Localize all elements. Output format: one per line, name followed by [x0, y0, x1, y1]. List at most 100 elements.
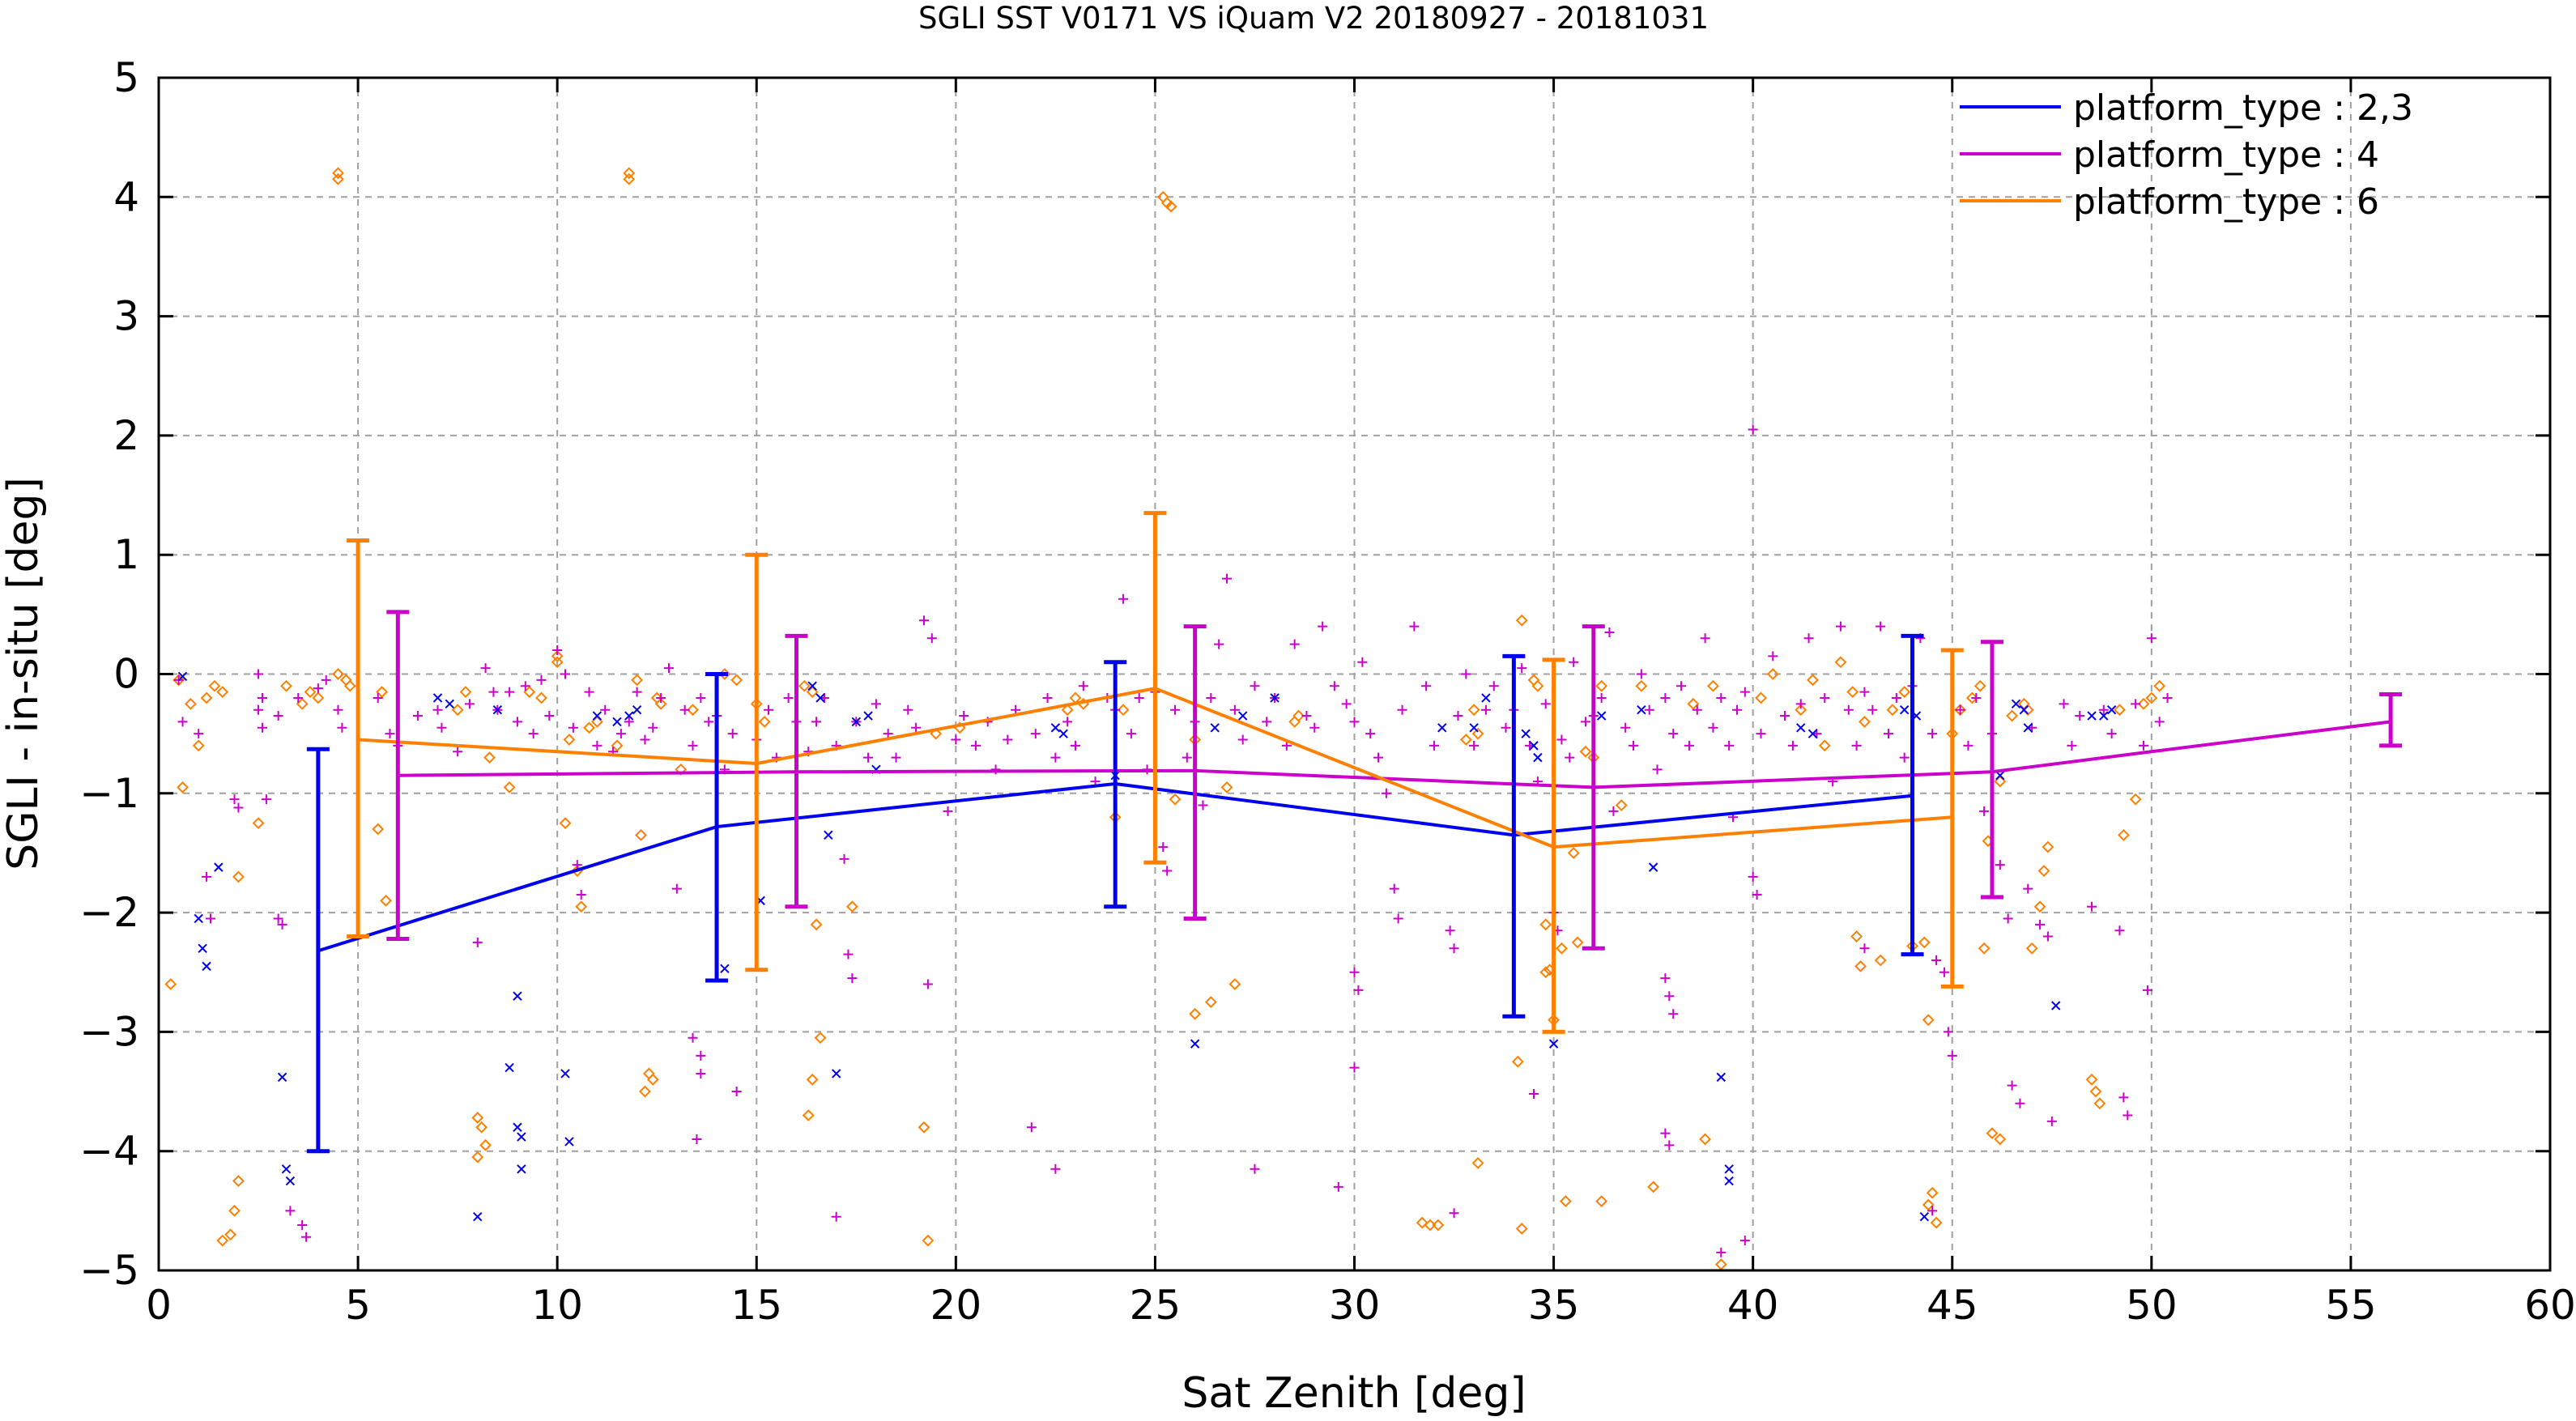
point-type-4: [576, 890, 586, 900]
point-type-2-3: [592, 711, 602, 721]
point-type-6: [1432, 1219, 1445, 1232]
point-type-2-3: [473, 1212, 483, 1222]
point-type-4: [1668, 729, 1679, 739]
point-type-6: [1766, 668, 1779, 680]
point-type-4: [1947, 1050, 1957, 1061]
point-type-4: [839, 853, 849, 864]
point-type-6: [810, 918, 823, 931]
point-type-2-3: [1437, 723, 1447, 733]
point-type-4: [911, 722, 922, 733]
point-type-4: [1449, 943, 1459, 954]
chart-title: SGLI SST V0171 VS iQuam V2 20180927 - 20…: [918, 1, 1709, 36]
point-type-6: [483, 751, 496, 764]
point-type-6: [1539, 966, 1552, 979]
point-type-4: [1569, 657, 1579, 667]
point-type-4: [177, 717, 188, 727]
point-type-2-3: [560, 1069, 570, 1079]
y-tick-label: −4: [79, 1128, 139, 1175]
point-type-4: [512, 717, 522, 727]
error-bar-series-2: [347, 538, 370, 939]
point-type-6: [1699, 1133, 1712, 1146]
point-type-6: [845, 900, 858, 913]
point-type-6: [192, 739, 205, 752]
point-type-4: [688, 740, 698, 751]
point-type-6: [1687, 697, 1700, 710]
point-type-4: [1357, 657, 1368, 667]
point-type-2-3: [1796, 723, 1806, 733]
point-type-6: [1755, 691, 1767, 704]
point-type-6: [1228, 978, 1241, 990]
point-type-4: [688, 1032, 698, 1043]
point-type-6: [814, 1032, 827, 1044]
point-type-6: [304, 686, 317, 699]
point-type-4: [229, 794, 240, 805]
grid: [159, 78, 2550, 1270]
point-type-4: [1229, 704, 1240, 715]
point-type-4: [1134, 692, 1144, 703]
point-type-4: [696, 1068, 706, 1079]
point-type-4: [1867, 704, 1878, 715]
axis-ticks: [157, 76, 2552, 1272]
point-type-6: [1531, 679, 1544, 692]
point-type-4: [1927, 1206, 1938, 1216]
point-type-2-3: [720, 964, 730, 974]
point-type-4: [528, 729, 539, 739]
point-type-4: [1739, 1236, 1750, 1246]
point-type-4: [1820, 692, 1830, 703]
point-type-4: [1995, 860, 2005, 870]
point-type-4: [1943, 1027, 1953, 1037]
point-type-4: [1349, 967, 1360, 977]
point-type-4: [2059, 699, 2069, 709]
point-type-4: [1620, 722, 1631, 733]
point-type-2-3: [1190, 1039, 1200, 1049]
point-type-2-3: [1648, 862, 1658, 872]
point-type-6: [1559, 1195, 1572, 1207]
point-type-4: [1884, 729, 1893, 739]
point-type-4: [2114, 925, 2125, 936]
point-type-6: [2117, 828, 2130, 841]
point-type-2-3: [285, 1176, 296, 1186]
point-type-4: [261, 794, 271, 805]
point-type-4: [1835, 621, 1846, 632]
point-type-4: [1660, 973, 1671, 984]
error-bar-series-1: [1582, 624, 1605, 951]
point-type-6: [1850, 930, 1863, 942]
point-type-2-3: [1716, 1072, 1726, 1083]
point-type-4: [1556, 734, 1567, 745]
point-type-4: [1158, 842, 1169, 853]
point-type-6: [1556, 942, 1568, 955]
point-type-2-3: [1050, 723, 1061, 733]
point-type-6: [1567, 847, 1580, 859]
point-type-4: [1644, 704, 1654, 715]
point-type-4: [2123, 1110, 2133, 1121]
point-type-4: [1050, 752, 1061, 763]
point-type-4: [1078, 681, 1088, 691]
x-tick-label: 45: [1927, 1282, 1978, 1329]
legend: platform_type : 2,3 platform_type : 4 plat…: [1960, 87, 2413, 223]
point-type-6: [1918, 936, 1931, 949]
point-type-6: [475, 1121, 488, 1134]
point-type-4: [731, 1087, 742, 1097]
point-type-6: [1926, 1186, 1939, 1199]
point-type-6: [1189, 1007, 1202, 1020]
point-type-4: [1026, 1122, 1037, 1133]
y-tick-label: −2: [79, 889, 139, 936]
point-type-4: [480, 663, 491, 674]
point-type-6: [1834, 656, 1847, 669]
point-type-4: [1899, 752, 1910, 763]
point-type-6: [551, 649, 564, 662]
point-type-6: [2093, 1097, 2106, 1110]
point-type-6: [1635, 679, 1648, 692]
point-type-2-3: [2099, 711, 2109, 721]
point-type-2-3: [1724, 1176, 1734, 1186]
error-bar-series-0: [1502, 653, 1526, 1019]
point-type-4: [696, 692, 706, 703]
y-tick-label: 4: [113, 173, 139, 220]
point-type-6: [922, 1234, 935, 1247]
point-type-4: [943, 806, 953, 816]
error-bar-series-0: [1901, 633, 1924, 957]
point-type-4: [1731, 704, 1742, 715]
point-type-6: [1117, 704, 1130, 717]
point-type-4: [903, 704, 913, 715]
